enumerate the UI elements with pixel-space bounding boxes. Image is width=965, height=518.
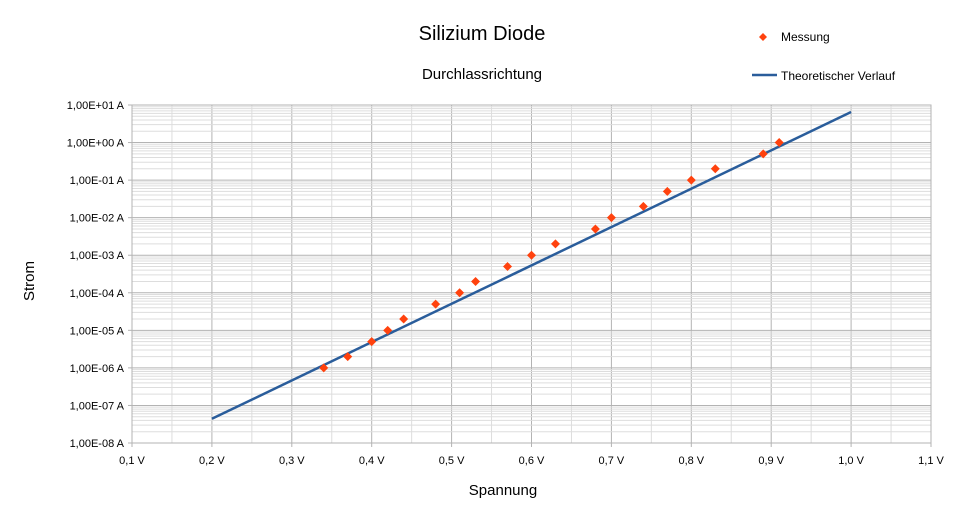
- x-tick-label: 0,3 V: [279, 455, 305, 467]
- x-tick-label: 0,8 V: [678, 455, 704, 467]
- data-point-messung: [710, 164, 720, 174]
- legend-label-theoretisch: Theoretischer Verlauf: [781, 69, 896, 83]
- legend: Messung Theoretischer Verlauf: [752, 30, 896, 83]
- chart-title: Silizium Diode: [419, 23, 546, 45]
- data-point-messung: [383, 325, 393, 335]
- y-tick-label: 1,00E-04 A: [70, 288, 125, 300]
- x-tick-label: 0,2 V: [199, 455, 225, 467]
- data-point-messung: [774, 138, 784, 148]
- data-point-messung: [399, 314, 409, 324]
- data-point-messung: [606, 213, 616, 223]
- grid: [131, 104, 932, 444]
- y-axis-title: Strom: [21, 261, 38, 301]
- legend-marker-messung: [759, 33, 767, 41]
- data-point-messung: [471, 276, 481, 286]
- data-point-messung: [590, 224, 600, 234]
- x-tick-label: 0,7 V: [599, 455, 625, 467]
- series-line-theoretischer-verlauf: [211, 110, 852, 420]
- y-tick-label: 1,00E-01 A: [70, 175, 125, 187]
- data-point-messung: [662, 186, 672, 196]
- y-tick-label: 1,00E-07 A: [70, 400, 125, 412]
- x-axis-ticks: 0,1 V 0,2 V 0,3 V 0,4 V 0,5 V 0,6 V 0,7 V 0,8 V…: [119, 443, 945, 467]
- x-tick-label: 0,1 V: [119, 455, 145, 467]
- y-tick-label: 1,00E-06 A: [70, 363, 125, 375]
- data-point-messung: [431, 299, 441, 309]
- x-tick-label: 0,9 V: [758, 455, 784, 467]
- y-axis-ticks: 1,00E-08 A 1,00E-07 A 1,00E-06 A 1,00E-05 A…: [67, 100, 132, 450]
- data-point-messung: [638, 201, 648, 211]
- x-axis-title: Spannung: [469, 482, 537, 499]
- y-tick-label: 1,00E-03 A: [70, 250, 125, 262]
- x-tick-label: 1,0 V: [838, 455, 864, 467]
- y-tick-label: 1,00E-05 A: [70, 325, 125, 337]
- data-point-messung: [319, 363, 329, 373]
- data-point-messung: [686, 175, 696, 185]
- x-tick-label: 1,1 V: [918, 455, 944, 467]
- x-tick-label: 0,4 V: [359, 455, 385, 467]
- series: [211, 110, 852, 420]
- data-point-messung: [758, 149, 768, 159]
- y-tick-label: 1,00E-08 A: [70, 438, 125, 450]
- data-point-messung: [527, 250, 536, 260]
- data-point-messung: [367, 337, 377, 347]
- data-point-messung: [343, 352, 353, 362]
- x-tick-label: 0,6 V: [519, 455, 545, 467]
- data-point-messung: [550, 239, 560, 249]
- y-tick-label: 1,00E+01 A: [67, 100, 125, 112]
- x-tick-label: 0,5 V: [439, 455, 465, 467]
- y-tick-label: 1,00E+00 A: [67, 138, 125, 150]
- data-point-messung: [503, 262, 513, 272]
- chart-subtitle: Durchlassrichtung: [422, 66, 542, 83]
- y-tick-label: 1,00E-02 A: [70, 213, 125, 225]
- data-point-messung: [455, 288, 465, 298]
- legend-label-messung: Messung: [781, 30, 830, 44]
